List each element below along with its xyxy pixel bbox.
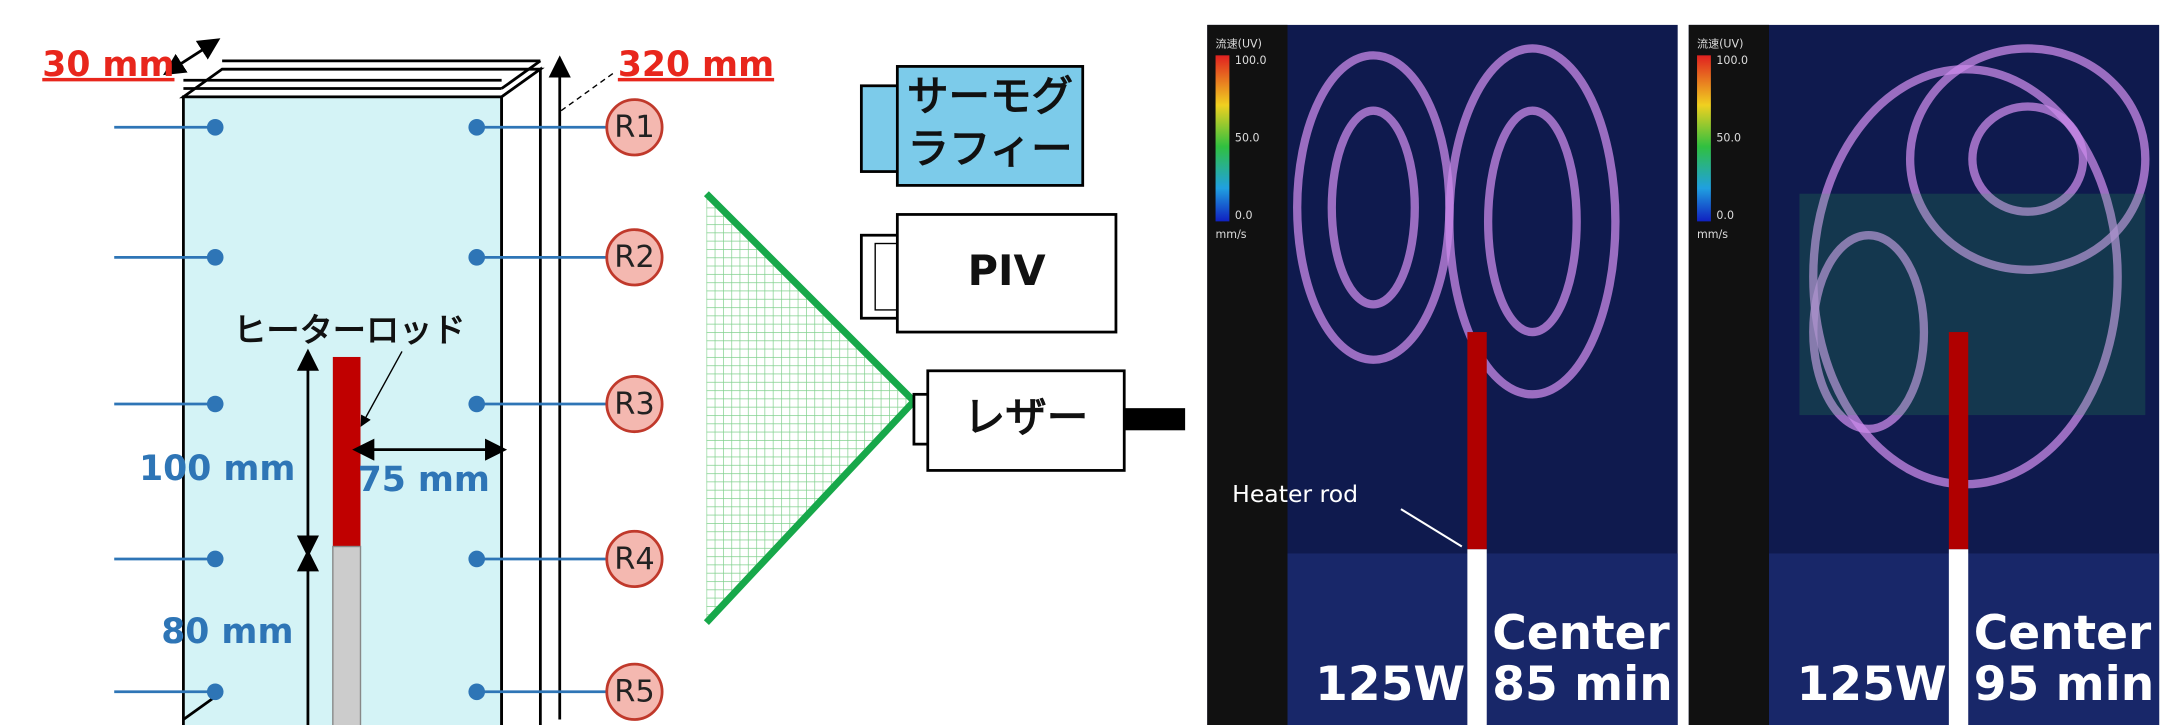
scale-tick: 0.0 (1235, 209, 1253, 222)
power-label: 125W (1315, 657, 1465, 712)
scale-unit: mm/s (1697, 228, 1728, 241)
annotation: Heater rod (1232, 480, 1358, 508)
device-label: レザー (964, 393, 1089, 442)
heater-label: ヒーターロッド (233, 311, 465, 350)
width-label: 30 mm (42, 45, 174, 85)
color-scale (1697, 55, 1711, 221)
device-label: PIV (968, 246, 1046, 295)
time-label: 95 min (1974, 657, 2154, 712)
sensor-point (207, 249, 224, 266)
sensor-point (468, 551, 485, 568)
power-label: 125W (1797, 657, 1947, 712)
sensor-label: R4 (614, 542, 655, 577)
scale-tick: 100.0 (1235, 54, 1267, 67)
heater-hot (1467, 332, 1486, 549)
heater-cold (1467, 549, 1486, 725)
scale-unit: mm/s (1216, 228, 1247, 241)
sensor-label: R2 (614, 240, 655, 275)
device-label: サーモグ (907, 72, 1073, 121)
scale-title: 流速(UV) (1216, 36, 1262, 50)
sensor-point (468, 396, 485, 413)
position-label: Center (1974, 606, 2152, 661)
device-label: ラフィー (907, 124, 1072, 173)
color-scale (1216, 55, 1230, 221)
sensor-point (468, 119, 485, 136)
leader (561, 72, 615, 111)
width-arrow (172, 44, 211, 69)
heater-hot (333, 357, 361, 547)
dim-heater: 100 mm (139, 449, 295, 489)
heater-cold (333, 547, 361, 725)
camera-lens (861, 86, 900, 172)
sensor-point (468, 249, 485, 266)
scale-tick: 100.0 (1716, 54, 1748, 67)
sensor-point (207, 396, 224, 413)
diagram: 30 mm 320 mm R1 R2 R3 R4 R5 ヒーターロッド 100 mm 7… (0, 0, 2171, 725)
sensor-point (207, 683, 224, 700)
time-label: 85 min (1492, 657, 1672, 712)
scale-tick: 0.0 (1716, 209, 1734, 222)
velocity-field (1799, 194, 2145, 415)
scale-title: 流速(UV) (1697, 36, 1743, 50)
height-label: 320 mm (618, 45, 774, 85)
sensor-point (468, 683, 485, 700)
piv-panel: 流速(UV) 100.0 50.0 0.0 mm/s Heater rod 125W Cent… (1207, 25, 1677, 725)
heater-cold (1949, 549, 1968, 725)
scale-tick: 50.0 (1716, 131, 1741, 144)
dim-offset: 75 mm (358, 460, 490, 500)
sensor-point (207, 551, 224, 568)
sensor-point (207, 119, 224, 136)
position-label: Center (1492, 606, 1670, 661)
dim-bottom: 80 mm (161, 612, 293, 652)
laser-cable (1124, 408, 1185, 430)
scale-tick: 50.0 (1235, 131, 1260, 144)
sensor-label: R3 (614, 387, 655, 422)
sensor-label: R1 (614, 110, 655, 145)
heater-hot (1949, 332, 1968, 549)
sensor-label: R5 (614, 675, 655, 710)
